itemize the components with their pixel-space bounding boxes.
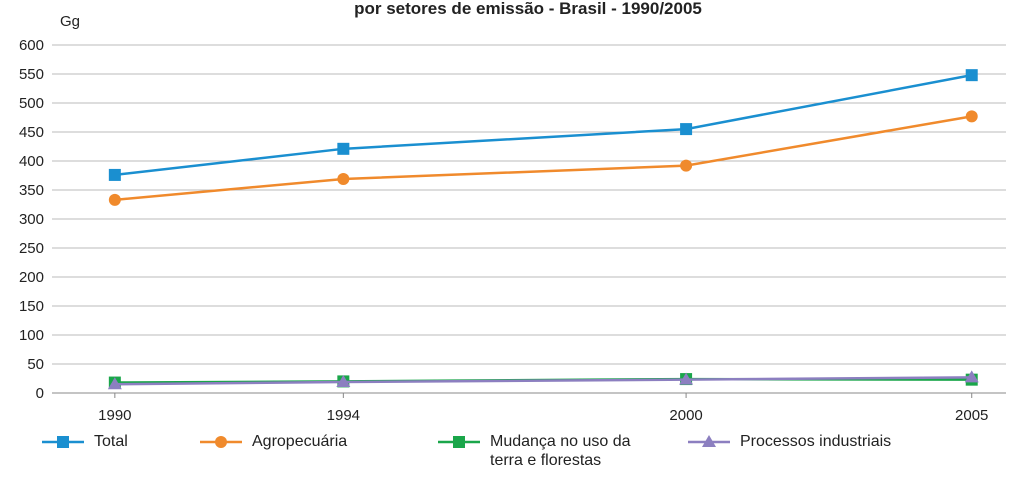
legend-label: Mudança no uso da terra e florestas [490, 433, 631, 469]
legend-label: Agropecuária [252, 433, 348, 450]
marker [337, 172, 350, 185]
legend-swatch [42, 436, 84, 448]
marker [108, 168, 121, 181]
marker [680, 159, 693, 172]
y-tick-label: 200 [19, 269, 44, 286]
x-tick-label: 2005 [955, 407, 988, 424]
marker [108, 193, 121, 206]
legend-label: Total [94, 433, 128, 450]
y-tick-label: 100 [19, 327, 44, 344]
x-tick-label: 1994 [327, 407, 360, 424]
marker [215, 436, 227, 448]
y-axis-label: Gg [60, 13, 80, 30]
y-tick-label: 450 [19, 124, 44, 141]
legend-item: Processos industriais [686, 432, 891, 451]
chart-title: por setores de emissão - Brasil - 1990/2… [354, 0, 702, 18]
marker [107, 377, 122, 390]
legend-swatch [200, 436, 242, 448]
marker [453, 436, 465, 448]
marker [965, 110, 978, 123]
y-tick-label: 600 [19, 37, 44, 54]
marker [679, 372, 694, 385]
chart: por setores de emissão - Brasil - 1990/2… [19, 0, 1006, 424]
legend: Total Agropecuária Mudança no uso da terra… [0, 432, 1014, 492]
marker [680, 123, 693, 136]
series-line [114, 376, 972, 386]
y-tick-label: 350 [19, 182, 44, 199]
legend-item: Mudança no uso da terra e florestas [436, 432, 650, 470]
marker [336, 374, 351, 387]
y-tick-label: 300 [19, 211, 44, 228]
marker [964, 370, 979, 383]
legend-item: Total [40, 432, 128, 451]
x-tick-label: 1990 [98, 407, 131, 424]
marker [965, 69, 978, 82]
y-tick-label: 500 [19, 95, 44, 112]
legend-item: Agropecuária [198, 432, 347, 451]
y-tick-label: 50 [27, 356, 44, 373]
series-line [114, 73, 972, 177]
series-line [114, 115, 972, 202]
y-tick-label: 400 [19, 153, 44, 170]
x-tick-label: 2000 [669, 407, 702, 424]
legend-swatch [438, 436, 480, 448]
marker [702, 435, 716, 447]
marker [337, 142, 350, 155]
y-tick-label: 150 [19, 298, 44, 315]
y-tick-label: 0 [36, 385, 44, 402]
legend-swatch [688, 435, 730, 447]
marker [57, 436, 69, 448]
legend-label: Processos industriais [740, 433, 892, 450]
y-tick-label: 550 [19, 66, 44, 83]
y-tick-label: 250 [19, 240, 44, 257]
